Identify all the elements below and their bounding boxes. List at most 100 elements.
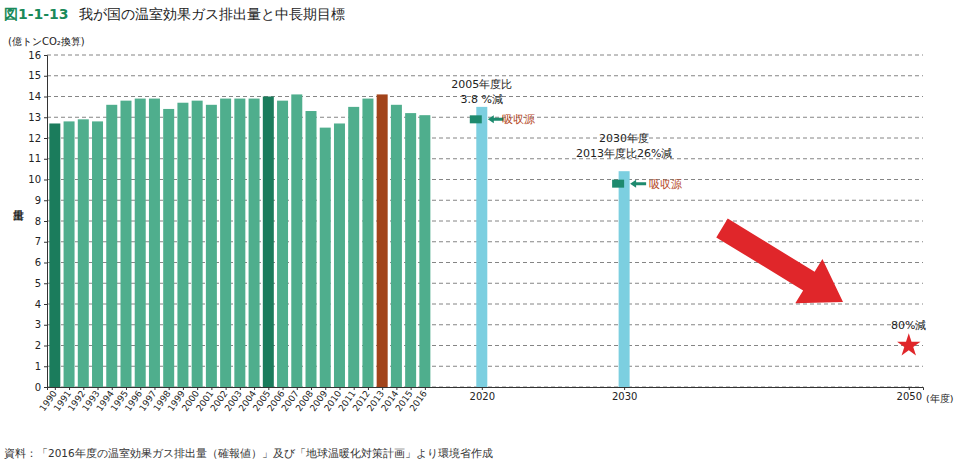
y-tick-label: 0 [35,382,41,393]
y-tick-mark [44,242,47,243]
y-tick-label: 14 [28,91,41,102]
x-tick-label: 2050 [897,391,922,402]
sink-marker [612,180,624,188]
annotation: 吸収源 [649,178,682,191]
plot-area [49,94,920,387]
bar [49,123,60,387]
bar [192,101,203,387]
y-tick: 14 [28,91,47,102]
bar [177,103,188,387]
y-unit: (億トンCO₂換算) [8,36,85,47]
y-tick-label: 1 [35,361,41,372]
x-tick-mark [98,387,99,390]
annotation-line: 吸収源 [649,178,682,191]
bar [306,111,317,387]
x-tick-mark [226,387,227,390]
bar [277,101,288,387]
x-tick-mark [197,387,198,390]
x-tick-mark [112,387,113,390]
title-text: 我が国の温室効果ガス排出量と中長期目標 [79,6,345,22]
bar [348,107,359,387]
y-tick-mark [44,200,47,201]
x-tick-mark [283,387,284,390]
series [897,333,920,355]
x-tick-mark [411,387,412,390]
annotation-line: 2030年度 [599,132,649,145]
target-marker [897,333,920,355]
bar [92,121,103,387]
annotation-line: 3.8 %減 [461,93,503,106]
bar [120,101,131,387]
y-tick-mark [44,97,47,98]
y-axis-line [44,56,48,388]
bar [619,171,630,387]
annotations: 2005年度比3.8 %減吸収源2030年度2013年度比26%減吸収源80%減 [451,78,926,332]
annotation: 2030年度2013年度比26%減 [576,132,672,160]
y-tick-label: 12 [28,133,41,144]
y-tick-label: 16 [28,50,41,61]
x-tick-mark [325,387,326,390]
y-tick-label: 2 [35,340,41,351]
grid-line [47,75,923,76]
x-tick-mark [425,387,426,390]
x-tick: 2020 [470,387,495,402]
title: 図1-1-13 我が国の温室効果ガス排出量と中長期目標 [4,6,345,22]
bar [320,128,331,387]
y-tick: 13 [28,112,47,123]
x-tick-mark [69,387,70,390]
y-tick-mark [44,387,47,388]
y-tick-label: 3 [35,319,41,330]
bar [206,105,217,387]
x-tick-mark [183,387,184,390]
annotation-line: 2005年度比 [451,78,512,91]
sink-marker [470,115,482,123]
y-tick: 3 [35,319,47,330]
bar [249,99,260,387]
bar [291,94,302,387]
y-tick: 7 [35,236,47,247]
y-tick-mark [44,55,47,56]
y-tick: 8 [35,216,47,227]
sink-pointer [630,180,646,188]
bar [149,99,160,387]
y-tick-mark [44,325,47,326]
y-tick: 9 [35,195,47,206]
x-tick-mark [624,387,625,390]
bar [476,107,487,387]
bar [64,121,75,387]
x-tick-mark [169,387,170,390]
bar [405,113,416,387]
x-tick-mark [240,387,241,390]
bar [234,99,245,387]
bar [163,109,174,387]
y-tick-mark [44,283,47,284]
y-tick-label: 8 [35,216,41,227]
x-tick-mark [83,387,84,390]
figure-number: 図1-1-13 [4,6,69,22]
y-axis-title: 排出量 [14,210,25,222]
x-tick-mark [140,387,141,390]
y-tick-mark [44,117,47,118]
series [49,94,430,387]
y-tick-mark [44,346,47,347]
x-tick-mark [297,387,298,390]
y-tick-mark [44,304,47,305]
bar [135,99,146,387]
y-tick-label: 9 [35,195,41,206]
bar [377,94,388,387]
x-tick-mark [268,387,269,390]
x-tick-mark [339,387,340,390]
x-tick-mark [154,387,155,390]
y-tick-mark [44,138,47,139]
bar [78,119,89,387]
annotation: 80%減 [891,319,926,332]
x-tick-mark [396,387,397,390]
x-axis: 1990199119921993199419951996199719981999… [38,387,924,413]
y-tick-label: 13 [28,112,41,123]
y-tick: 6 [35,257,47,268]
x-tick-label: 2020 [470,391,495,402]
annotation: 吸収源 [502,113,535,126]
x-tick-mark [126,387,127,390]
y-tick-mark [44,366,47,367]
x-tick-mark [909,387,910,390]
